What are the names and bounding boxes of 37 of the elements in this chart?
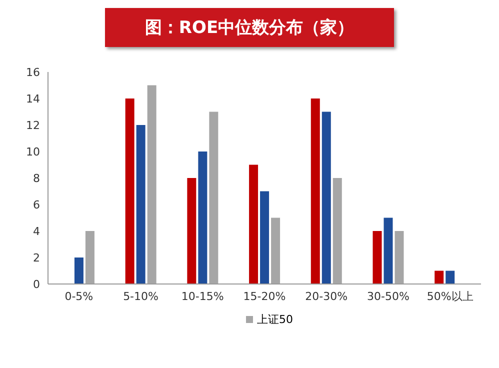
- y-tick-label: 14: [26, 92, 40, 106]
- bar: [271, 218, 280, 284]
- bar: [187, 178, 196, 284]
- y-tick-label: 6: [33, 198, 40, 212]
- x-tick-label: 20-30%: [305, 290, 348, 303]
- x-tick-label: 10-15%: [181, 290, 224, 303]
- bar: [310, 98, 320, 284]
- bar: [209, 112, 218, 284]
- bar: [260, 191, 270, 284]
- bar: [74, 258, 84, 284]
- x-tick-label: 30-50%: [367, 290, 410, 303]
- bar: [322, 112, 331, 284]
- x-tick-label: 5-10%: [123, 290, 158, 303]
- bar: [249, 164, 258, 284]
- x-tick-label: 0-5%: [64, 290, 94, 303]
- chart-title: 图：ROE中位数分布（家）: [104, 8, 394, 47]
- bar: [384, 218, 393, 284]
- y-tick-label: 12: [26, 118, 40, 132]
- y-tick-label: 16: [26, 66, 40, 79]
- bar: [125, 98, 134, 284]
- bar: [394, 231, 404, 284]
- bar: [446, 270, 455, 284]
- bar: [198, 152, 208, 284]
- bar: [372, 231, 382, 284]
- bar: [434, 270, 444, 284]
- y-tick-label: 8: [33, 172, 40, 185]
- bar: [85, 231, 94, 284]
- bar: [136, 125, 146, 284]
- bar: [332, 178, 342, 284]
- x-tick-label: 50%以上: [426, 290, 474, 303]
- y-tick-label: 10: [26, 145, 40, 158]
- legend-label: 上证50: [256, 312, 293, 327]
- bar: [147, 85, 156, 284]
- y-tick-label: 2: [33, 251, 40, 264]
- x-tick-label: 15-20%: [243, 290, 286, 303]
- y-tick-label: 4: [33, 224, 40, 238]
- y-tick-label: 0: [33, 278, 40, 291]
